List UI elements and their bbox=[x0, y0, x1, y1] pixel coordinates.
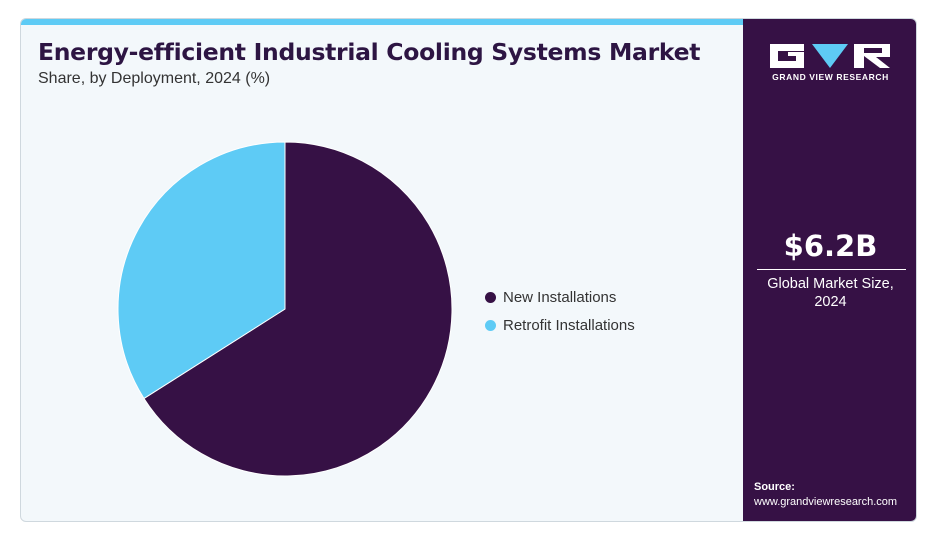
pie-slice-retrofit-installations bbox=[117, 141, 286, 400]
chart-legend: New Installations Retrofit Installations bbox=[485, 283, 635, 339]
sidebar-panel: GRAND VIEW RESEARCH $6.2B Global Market … bbox=[743, 19, 916, 521]
market-size-value: $6.2B bbox=[783, 229, 878, 263]
grand-view-research-logo bbox=[770, 44, 890, 68]
brand-name: GRAND VIEW RESEARCH bbox=[772, 72, 889, 82]
pie-slice-new-installations bbox=[143, 141, 453, 477]
divider bbox=[757, 269, 906, 270]
source-link[interactable]: www.grandviewresearch.com bbox=[754, 496, 898, 508]
legend-item: Retrofit Installations bbox=[485, 311, 635, 339]
legend-label: Retrofit Installations bbox=[503, 316, 635, 334]
legend-label: New Installations bbox=[503, 288, 617, 306]
accent-bar bbox=[21, 19, 743, 25]
chart-subtitle: Share, by Deployment, 2024 (%) bbox=[38, 70, 271, 87]
pie-chart bbox=[117, 141, 453, 477]
chart-title: Energy-efficient Industrial Cooling Syst… bbox=[38, 38, 701, 66]
market-size-label: Global Market Size, 2024 bbox=[767, 276, 894, 310]
legend-item: New Installations bbox=[485, 283, 635, 311]
chart-card: Energy-efficient Industrial Cooling Syst… bbox=[20, 18, 917, 522]
source-title: Source: bbox=[754, 481, 795, 493]
legend-swatch bbox=[485, 319, 496, 331]
legend-swatch bbox=[485, 291, 496, 303]
